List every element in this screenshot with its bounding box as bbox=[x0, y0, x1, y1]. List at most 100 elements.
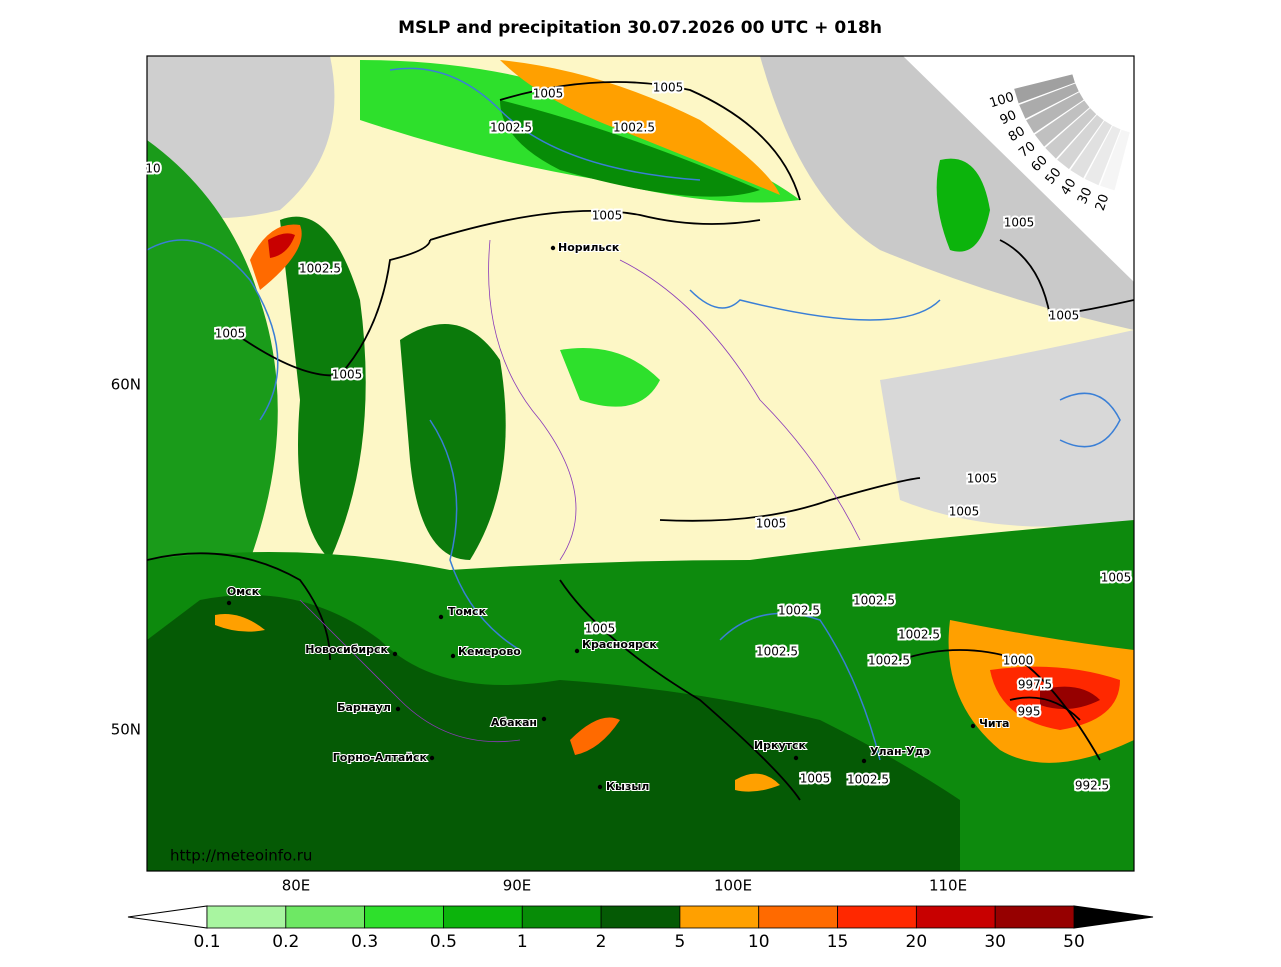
isobar-label: 1005 bbox=[1101, 571, 1132, 585]
cloud-level: 80 bbox=[1006, 124, 1028, 145]
lon-label: 100E bbox=[714, 877, 752, 895]
colorbar-label: 20 bbox=[906, 932, 928, 952]
cloud-wedge bbox=[1070, 120, 1112, 179]
city-label: Горно-Алтайск bbox=[333, 751, 428, 764]
isobar-labels: 1005 1005 1002.5 1002.5 10 1005 1005 1002.5 1005… bbox=[143, 79, 1133, 795]
colorbar-label: 10 bbox=[748, 932, 770, 952]
cloud-wedge bbox=[1057, 114, 1104, 170]
city-dot bbox=[395, 706, 401, 712]
city-label: Новосибирск bbox=[305, 643, 388, 656]
cloud-level: 30 bbox=[1075, 185, 1096, 206]
colorbar-box bbox=[443, 905, 523, 929]
colorbar-box bbox=[679, 905, 760, 929]
colorbar-label: 0.2 bbox=[272, 932, 299, 952]
city-label: Абакан bbox=[491, 716, 537, 729]
city-label: Барнаул bbox=[337, 701, 391, 714]
isobar-label: 1005 bbox=[215, 327, 246, 341]
colorbar-label: 30 bbox=[984, 932, 1006, 952]
colorbar: 0.1 0.2 0.3 0.5 1 2 5 10 15 20 30 50 bbox=[127, 905, 1154, 952]
map-frame bbox=[146, 55, 1135, 872]
colorbar-box bbox=[758, 905, 838, 929]
isobar-label: 1002.5 bbox=[613, 121, 655, 135]
city-dot bbox=[541, 716, 547, 722]
city-label: Кемерово bbox=[458, 645, 521, 658]
city-label: Норильск bbox=[558, 241, 620, 254]
cloud-wedge bbox=[1045, 108, 1097, 159]
isobar-label: 1005 bbox=[332, 368, 363, 382]
lon-label: 80E bbox=[282, 877, 311, 895]
colorbar-box bbox=[285, 905, 366, 929]
title: MSLP and precipitation 30.07.2026 00 UTC… bbox=[398, 18, 882, 38]
isobar-label: 1005 bbox=[967, 472, 998, 486]
city-label: Красноярск bbox=[582, 638, 657, 651]
city-label: Омск bbox=[227, 585, 260, 598]
city-label: Кызыл bbox=[606, 780, 649, 793]
colorbar-label: 0.3 bbox=[351, 932, 378, 952]
city-dot bbox=[450, 653, 456, 659]
city-dot bbox=[226, 600, 232, 606]
isobar-label: 1002.5 bbox=[756, 645, 798, 659]
isobar-label: 1000 bbox=[1003, 654, 1034, 668]
cloud-wedge bbox=[1034, 100, 1090, 147]
city-label: Иркутск bbox=[754, 739, 807, 752]
cloud-level: 20 bbox=[1093, 192, 1112, 212]
isobar-label: 1002.5 bbox=[847, 773, 889, 787]
cloud-wedge bbox=[1026, 92, 1084, 134]
colorbar-label: 50 bbox=[1063, 932, 1085, 952]
colorbar-box bbox=[915, 905, 996, 929]
isobar-label: 1005 bbox=[533, 87, 564, 101]
lon-label: 110E bbox=[929, 877, 967, 895]
colorbar-box bbox=[521, 905, 602, 929]
city-label: Улан-Удэ bbox=[870, 745, 930, 758]
isobar-label: 1002.5 bbox=[898, 628, 940, 642]
city-dot bbox=[550, 245, 556, 251]
cloud-wedge bbox=[1084, 125, 1121, 186]
city-dot bbox=[574, 648, 580, 654]
isobar-label: 1002.5 bbox=[778, 604, 820, 618]
lat-label: 50N bbox=[111, 721, 141, 739]
colorbar-box bbox=[600, 905, 681, 929]
cloud-wedge bbox=[1014, 74, 1075, 104]
isobar-label: 1002.5 bbox=[490, 121, 532, 135]
colorbar-box bbox=[364, 905, 444, 929]
isobar-label: 997.5 bbox=[1018, 678, 1052, 692]
colorbar-label: 15 bbox=[827, 932, 849, 952]
isobar-label: 1002.5 bbox=[853, 594, 895, 608]
city-dot bbox=[392, 651, 398, 657]
cloud-wedge bbox=[1100, 129, 1130, 191]
isobar-label: 1005 bbox=[800, 772, 831, 786]
colorbar-label: 0.5 bbox=[430, 932, 457, 952]
colorbar-label: 0.1 bbox=[193, 932, 220, 952]
city-dot bbox=[429, 755, 435, 761]
isobar-label: 1005 bbox=[653, 81, 684, 95]
isobar-label: 1002.5 bbox=[868, 654, 910, 668]
cloud-level: 100 bbox=[988, 90, 1016, 112]
colorbar-label: 1 bbox=[517, 932, 528, 952]
colorbar-label: 2 bbox=[596, 932, 607, 952]
isobar-label: 1005 bbox=[585, 622, 616, 636]
cloud-level: 40 bbox=[1058, 176, 1079, 198]
isobar-label: 1005 bbox=[1004, 216, 1035, 230]
city-dot bbox=[970, 723, 976, 729]
isobar-label: 1005 bbox=[949, 505, 980, 519]
colorbar-box bbox=[206, 905, 287, 929]
isobar-label: 995 bbox=[1018, 705, 1041, 719]
isobar-label: 1005 bbox=[1049, 309, 1080, 323]
lon-label: 90E bbox=[503, 877, 532, 895]
cloud-level: 90 bbox=[998, 108, 1019, 128]
city-dot bbox=[793, 755, 799, 761]
lat-label: 60N bbox=[111, 376, 141, 394]
city-dot bbox=[438, 614, 444, 620]
isobar-label: 10 bbox=[145, 162, 160, 176]
colorbar-box bbox=[994, 905, 1075, 929]
city-label: Чита bbox=[979, 717, 1009, 730]
map bbox=[147, 56, 1134, 871]
cities: Норильск Омск Томск Новосибирск Кемерово Крас… bbox=[226, 240, 1011, 794]
url: http://meteoinfo.ru bbox=[170, 847, 312, 865]
city-dot bbox=[597, 784, 603, 790]
colorbar-label: 5 bbox=[674, 932, 685, 952]
city-dot bbox=[861, 758, 867, 764]
cloud-wedge bbox=[1019, 83, 1079, 119]
isobar-label: 1005 bbox=[756, 517, 787, 531]
